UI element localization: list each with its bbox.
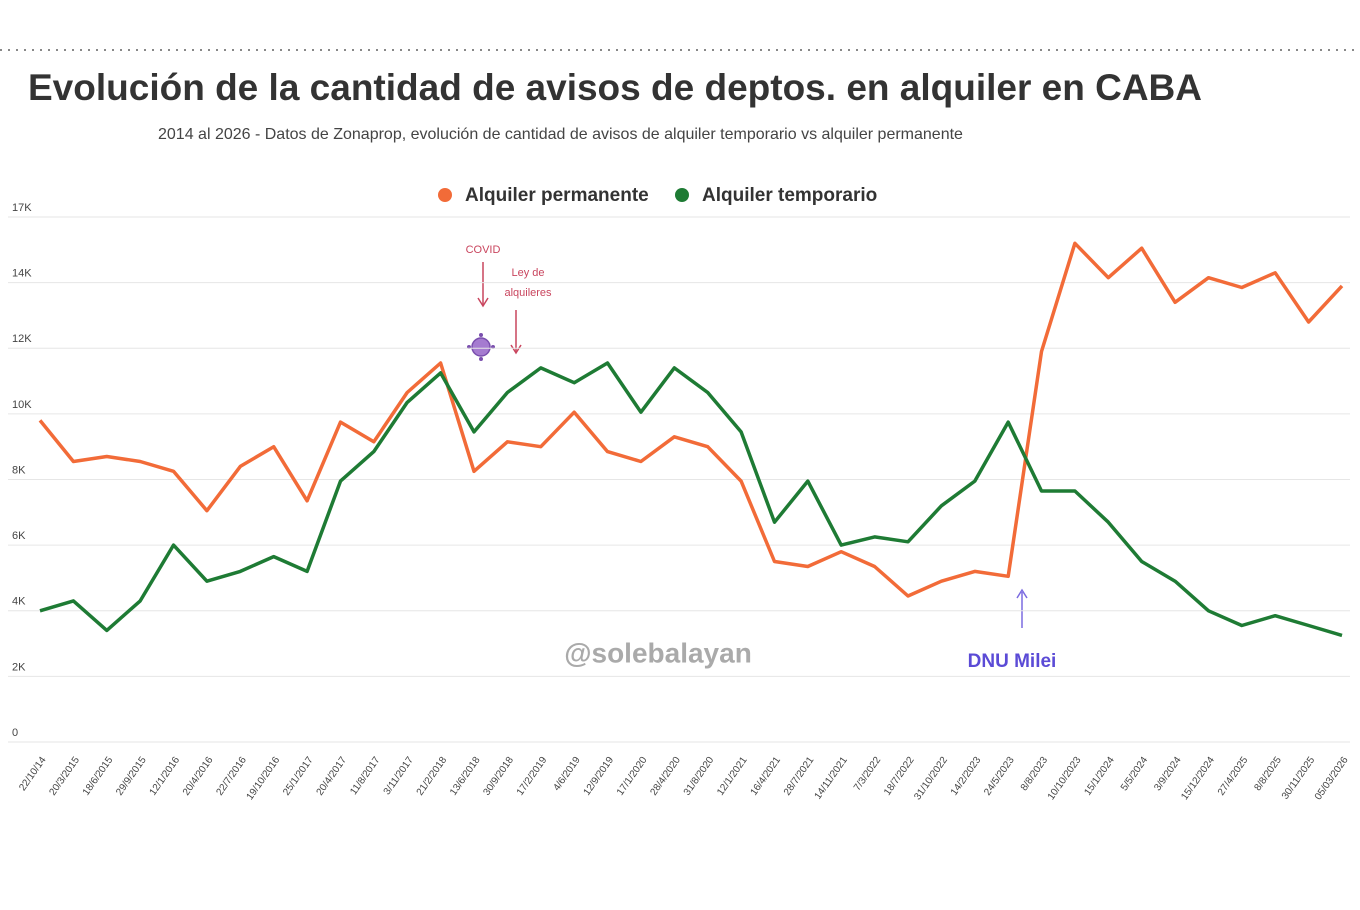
x-tick-label: 22/7/2016: [214, 755, 249, 798]
x-tick-label: 31/10/2022: [912, 755, 950, 803]
x-tick-label: 18/7/2022: [882, 755, 917, 798]
x-tick-label: 31/8/2020: [682, 755, 717, 798]
y-tick-label: 12K: [12, 333, 32, 345]
x-tick-label: 15/1/2024: [1082, 755, 1117, 798]
x-tick-label: 18/6/2015: [81, 755, 116, 798]
x-tick-label: 05/03/2026: [1313, 755, 1351, 803]
series-line: [38, 241, 1344, 598]
y-tick-label: 10K: [12, 399, 32, 411]
x-tick-label: 12/1/2021: [715, 755, 750, 798]
x-tick-label: 12/9/2019: [582, 755, 617, 798]
x-tick-label: 27/4/2025: [1216, 755, 1251, 798]
chart-subtitle: 2014 al 2026 - Datos de Zonaprop, evoluc…: [158, 126, 963, 143]
x-tick-label: 28/4/2020: [648, 755, 683, 798]
x-tick-label: 28/7/2021: [782, 755, 817, 798]
x-tick-label: 7/3/2022: [852, 755, 884, 794]
x-tick-label: 29/9/2015: [114, 755, 149, 798]
arrow-head: [1016, 588, 1028, 599]
legend-label: Alquiler temporario: [702, 185, 877, 206]
x-tick-label: 22/10/14: [17, 755, 49, 794]
x-tick-label: 12/1/2016: [148, 755, 183, 798]
watermark: @solebalayan: [564, 637, 752, 668]
x-tick-label: 30/11/2025: [1280, 755, 1318, 802]
x-tick-label: 4/6/2019: [551, 755, 583, 794]
x-tick-label: 13/6/2018: [448, 755, 483, 798]
x-tick-label: 10/10/2023: [1046, 755, 1084, 803]
annotation-ley-2: alquileres: [504, 287, 552, 299]
x-tick-label: 24/5/2023: [982, 755, 1017, 798]
x-tick-label: 20/3/2015: [47, 755, 82, 798]
x-tick-label: 30/9/2018: [481, 755, 516, 798]
arrow-head: [477, 297, 489, 308]
series-line: [39, 361, 1343, 638]
y-tick-label: 17K: [12, 202, 32, 214]
x-tick-label: 3/9/2024: [1152, 755, 1184, 794]
x-tick-label: 19/10/2016: [245, 755, 283, 803]
x-tick-label: 17/1/2020: [615, 755, 650, 798]
x-tick-label: 8/8/2025: [1253, 755, 1285, 794]
y-tick-label: 14K: [12, 268, 32, 280]
x-tick-label: 11/8/2017: [348, 755, 382, 798]
arrow-head: [510, 344, 522, 355]
x-tick-label: 25/1/2017: [281, 755, 316, 798]
y-tick-label: 2K: [12, 661, 26, 673]
y-tick-label: 4K: [12, 596, 26, 608]
x-tick-label: 16/4/2021: [749, 755, 784, 798]
legend-marker: [438, 188, 452, 202]
x-tick-label: 21/2/2018: [415, 755, 450, 798]
annotation-ley-1: Ley de: [511, 267, 544, 279]
annotation-dnu: DNU Milei: [968, 651, 1057, 672]
x-tick-label: 20/4/2016: [181, 755, 216, 798]
y-tick-label: 6K: [12, 530, 26, 542]
annotation-covid: COVID: [466, 244, 501, 256]
legend-label: Alquiler permanente: [465, 185, 649, 206]
y-tick-label: 8K: [12, 464, 26, 476]
virus-icon: [467, 333, 495, 361]
legend-marker: [675, 188, 689, 202]
x-tick-label: 20/4/2017: [315, 755, 350, 798]
x-tick-label: 8/8/2023: [1019, 755, 1051, 794]
x-tick-label: 5/5/2024: [1119, 755, 1151, 794]
x-tick-label: 14/11/2021: [813, 755, 851, 802]
y-tick-label: 0: [12, 727, 18, 739]
x-tick-label: 17/2/2019: [515, 755, 550, 798]
x-tick-label: 3/11/2017: [382, 755, 416, 798]
chart-title: Evolución de la cantidad de avisos de de…: [28, 67, 1202, 108]
x-tick-label: 15/12/2024: [1179, 755, 1217, 803]
x-tick-label: 14/2/2023: [949, 755, 984, 798]
